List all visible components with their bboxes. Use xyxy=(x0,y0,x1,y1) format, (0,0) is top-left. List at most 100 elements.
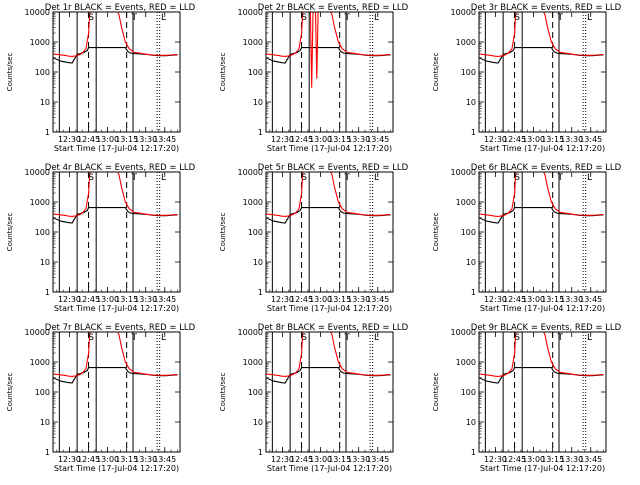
x-axis-label: Start Time (17-Jul-04 12:17:20) xyxy=(54,304,179,313)
event-marker-label: L xyxy=(587,333,592,343)
x-tick-label: 13:00 xyxy=(96,295,119,304)
series-line-lld xyxy=(53,172,178,217)
x-tick-label: 13:15 xyxy=(328,455,351,464)
x-tick-label: 13:15 xyxy=(541,455,564,464)
event-marker-label: T xyxy=(131,173,138,183)
y-tick-label: 1000 xyxy=(456,358,476,367)
x-tick-label: 12:30 xyxy=(484,295,507,304)
y-tick-label: 1 xyxy=(471,288,476,297)
series-line-lld xyxy=(53,12,178,57)
x-tick-label: 13:30 xyxy=(560,135,583,144)
event-marker-label: T xyxy=(344,333,351,343)
plot-area xyxy=(266,332,391,452)
plot-area xyxy=(479,12,604,132)
series-line-lld xyxy=(479,172,604,217)
x-tick-label: 12:30 xyxy=(484,135,507,144)
y-tick-label: 10000 xyxy=(451,328,476,337)
plot-frame xyxy=(265,331,394,453)
event-marker-label: L xyxy=(161,13,166,23)
series-line-lld xyxy=(266,12,391,88)
panel-title: Det 1r BLACK = Events, RED = LLD xyxy=(45,3,196,13)
event-marker-label: S xyxy=(514,13,520,23)
plot-frame xyxy=(52,171,181,293)
y-tick-label: 1 xyxy=(471,448,476,457)
x-tick-label: 12:30 xyxy=(58,295,81,304)
y-axis-label: Counts/sec xyxy=(432,373,440,412)
y-tick-label: 10000 xyxy=(238,328,263,337)
event-marker-label: T xyxy=(344,13,351,23)
event-marker-label: L xyxy=(161,173,166,183)
event-marker-label: T xyxy=(344,173,351,183)
event-marker-label: L xyxy=(374,13,379,23)
event-marker-label: T xyxy=(557,333,564,343)
y-axis-label: Counts/sec xyxy=(6,53,14,92)
event-marker-label: S xyxy=(88,173,94,183)
panel-2: Det 2r BLACK = Events, RED = LLD Counts/s… xyxy=(219,3,409,153)
panel-4: Det 4r BLACK = Events, RED = LLD Counts/s… xyxy=(6,163,196,313)
x-tick-label: 13:00 xyxy=(522,455,545,464)
y-tick-label: 10000 xyxy=(25,328,50,337)
plot-frame xyxy=(52,331,181,453)
x-axis-label: Start Time (17-Jul-04 12:17:20) xyxy=(267,304,392,313)
plot-area xyxy=(479,332,604,452)
x-tick-label: 12:45 xyxy=(77,295,100,304)
y-tick-label: 100 xyxy=(248,388,263,397)
y-tick-label: 100 xyxy=(461,68,476,77)
x-tick-label: 13:45 xyxy=(366,455,389,464)
x-tick-label: 12:45 xyxy=(290,455,313,464)
x-tick-label: 13:30 xyxy=(134,455,157,464)
y-tick-label: 1000 xyxy=(243,38,263,47)
panel-title: Det 5r BLACK = Events, RED = LLD xyxy=(258,163,409,173)
y-tick-label: 10000 xyxy=(451,8,476,17)
x-tick-label: 13:15 xyxy=(541,135,564,144)
event-marker-label: L xyxy=(587,173,592,183)
event-marker-label: S xyxy=(301,13,307,23)
plot-frame xyxy=(478,331,607,453)
x-tick-label: 12:30 xyxy=(271,135,294,144)
y-axis-label: Counts/sec xyxy=(219,53,227,92)
x-tick-label: 13:00 xyxy=(309,135,332,144)
y-tick-label: 10000 xyxy=(238,168,263,177)
x-tick-label: 13:45 xyxy=(153,455,176,464)
x-axis-label: Start Time (17-Jul-04 12:17:20) xyxy=(54,144,179,153)
panel-title: Det 3r BLACK = Events, RED = LLD xyxy=(471,3,622,13)
plot-frame xyxy=(265,11,394,133)
y-tick-label: 10 xyxy=(40,98,50,107)
plot-area xyxy=(53,12,178,132)
y-tick-label: 10 xyxy=(466,98,476,107)
y-tick-label: 1000 xyxy=(243,198,263,207)
x-tick-label: 12:30 xyxy=(271,295,294,304)
x-tick-label: 12:45 xyxy=(290,135,313,144)
panel-title: Det 6r BLACK = Events, RED = LLD xyxy=(471,163,622,173)
series-line-lld xyxy=(266,172,391,217)
event-marker-label: S xyxy=(88,13,94,23)
x-tick-label: 12:45 xyxy=(77,455,100,464)
x-tick-label: 12:45 xyxy=(503,295,526,304)
x-tick-label: 13:45 xyxy=(579,455,602,464)
plot-area xyxy=(266,172,391,292)
x-tick-label: 13:15 xyxy=(115,135,138,144)
x-tick-label: 13:30 xyxy=(560,455,583,464)
y-tick-label: 100 xyxy=(461,388,476,397)
event-marker-label: L xyxy=(161,333,166,343)
y-tick-label: 100 xyxy=(248,228,263,237)
event-marker-label: S xyxy=(514,173,520,183)
x-tick-label: 13:00 xyxy=(522,295,545,304)
x-axis-label: Start Time (17-Jul-04 12:17:20) xyxy=(267,144,392,153)
x-tick-label: 13:15 xyxy=(541,295,564,304)
x-tick-label: 13:00 xyxy=(309,455,332,464)
event-marker-label: T xyxy=(131,13,138,23)
x-tick-label: 13:30 xyxy=(347,135,370,144)
panel-title: Det 9r BLACK = Events, RED = LLD xyxy=(471,323,622,333)
x-tick-label: 13:30 xyxy=(347,455,370,464)
y-axis-label: Counts/sec xyxy=(219,373,227,412)
y-tick-label: 10 xyxy=(40,418,50,427)
plot-frame xyxy=(265,171,394,293)
panel-6: Det 6r BLACK = Events, RED = LLD Counts/s… xyxy=(432,163,622,313)
x-tick-label: 12:30 xyxy=(58,455,81,464)
event-marker-label: L xyxy=(374,173,379,183)
y-tick-label: 10 xyxy=(253,418,263,427)
panel-5: Det 5r BLACK = Events, RED = LLD Counts/s… xyxy=(219,163,409,313)
